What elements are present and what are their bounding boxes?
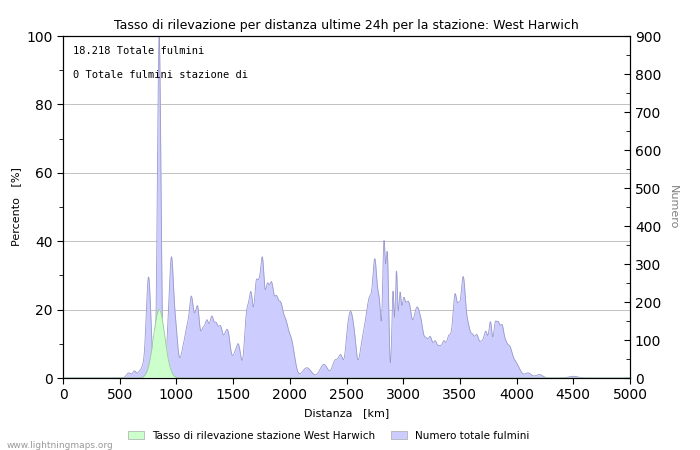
Title: Tasso di rilevazione per distanza ultime 24h per la stazione: West Harwich: Tasso di rilevazione per distanza ultime… — [114, 19, 579, 32]
Legend: Tasso di rilevazione stazione West Harwich, Numero totale fulmini: Tasso di rilevazione stazione West Harwi… — [125, 427, 533, 445]
Text: 18.218 Totale fulmini: 18.218 Totale fulmini — [74, 46, 204, 56]
Text: www.lightningmaps.org: www.lightningmaps.org — [7, 441, 113, 450]
Y-axis label: Numero: Numero — [668, 185, 678, 229]
X-axis label: Distanza   [km]: Distanza [km] — [304, 408, 389, 418]
Y-axis label: Percento   [%]: Percento [%] — [10, 167, 21, 247]
Text: 0 Totale fulmini stazione di: 0 Totale fulmini stazione di — [74, 70, 248, 80]
